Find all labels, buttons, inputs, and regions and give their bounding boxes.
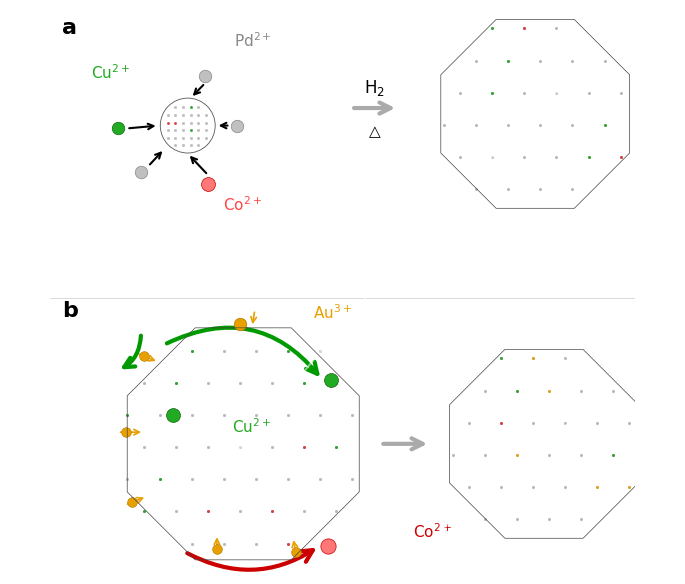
Text: Cu$^{2+}$: Cu$^{2+}$ xyxy=(232,417,271,436)
Text: △: △ xyxy=(369,124,380,139)
Text: Co$^{2+}$: Co$^{2+}$ xyxy=(223,195,262,214)
Text: b: b xyxy=(62,301,78,321)
Text: a: a xyxy=(62,18,77,37)
Text: H$_2$: H$_2$ xyxy=(364,78,385,98)
Text: Cu$^{2+}$: Cu$^{2+}$ xyxy=(91,64,130,82)
Text: Pd$^{2+}$: Pd$^{2+}$ xyxy=(234,32,272,50)
Text: Au$^{3+}$: Au$^{3+}$ xyxy=(313,303,352,322)
Text: Co$^{2+}$: Co$^{2+}$ xyxy=(412,522,451,541)
